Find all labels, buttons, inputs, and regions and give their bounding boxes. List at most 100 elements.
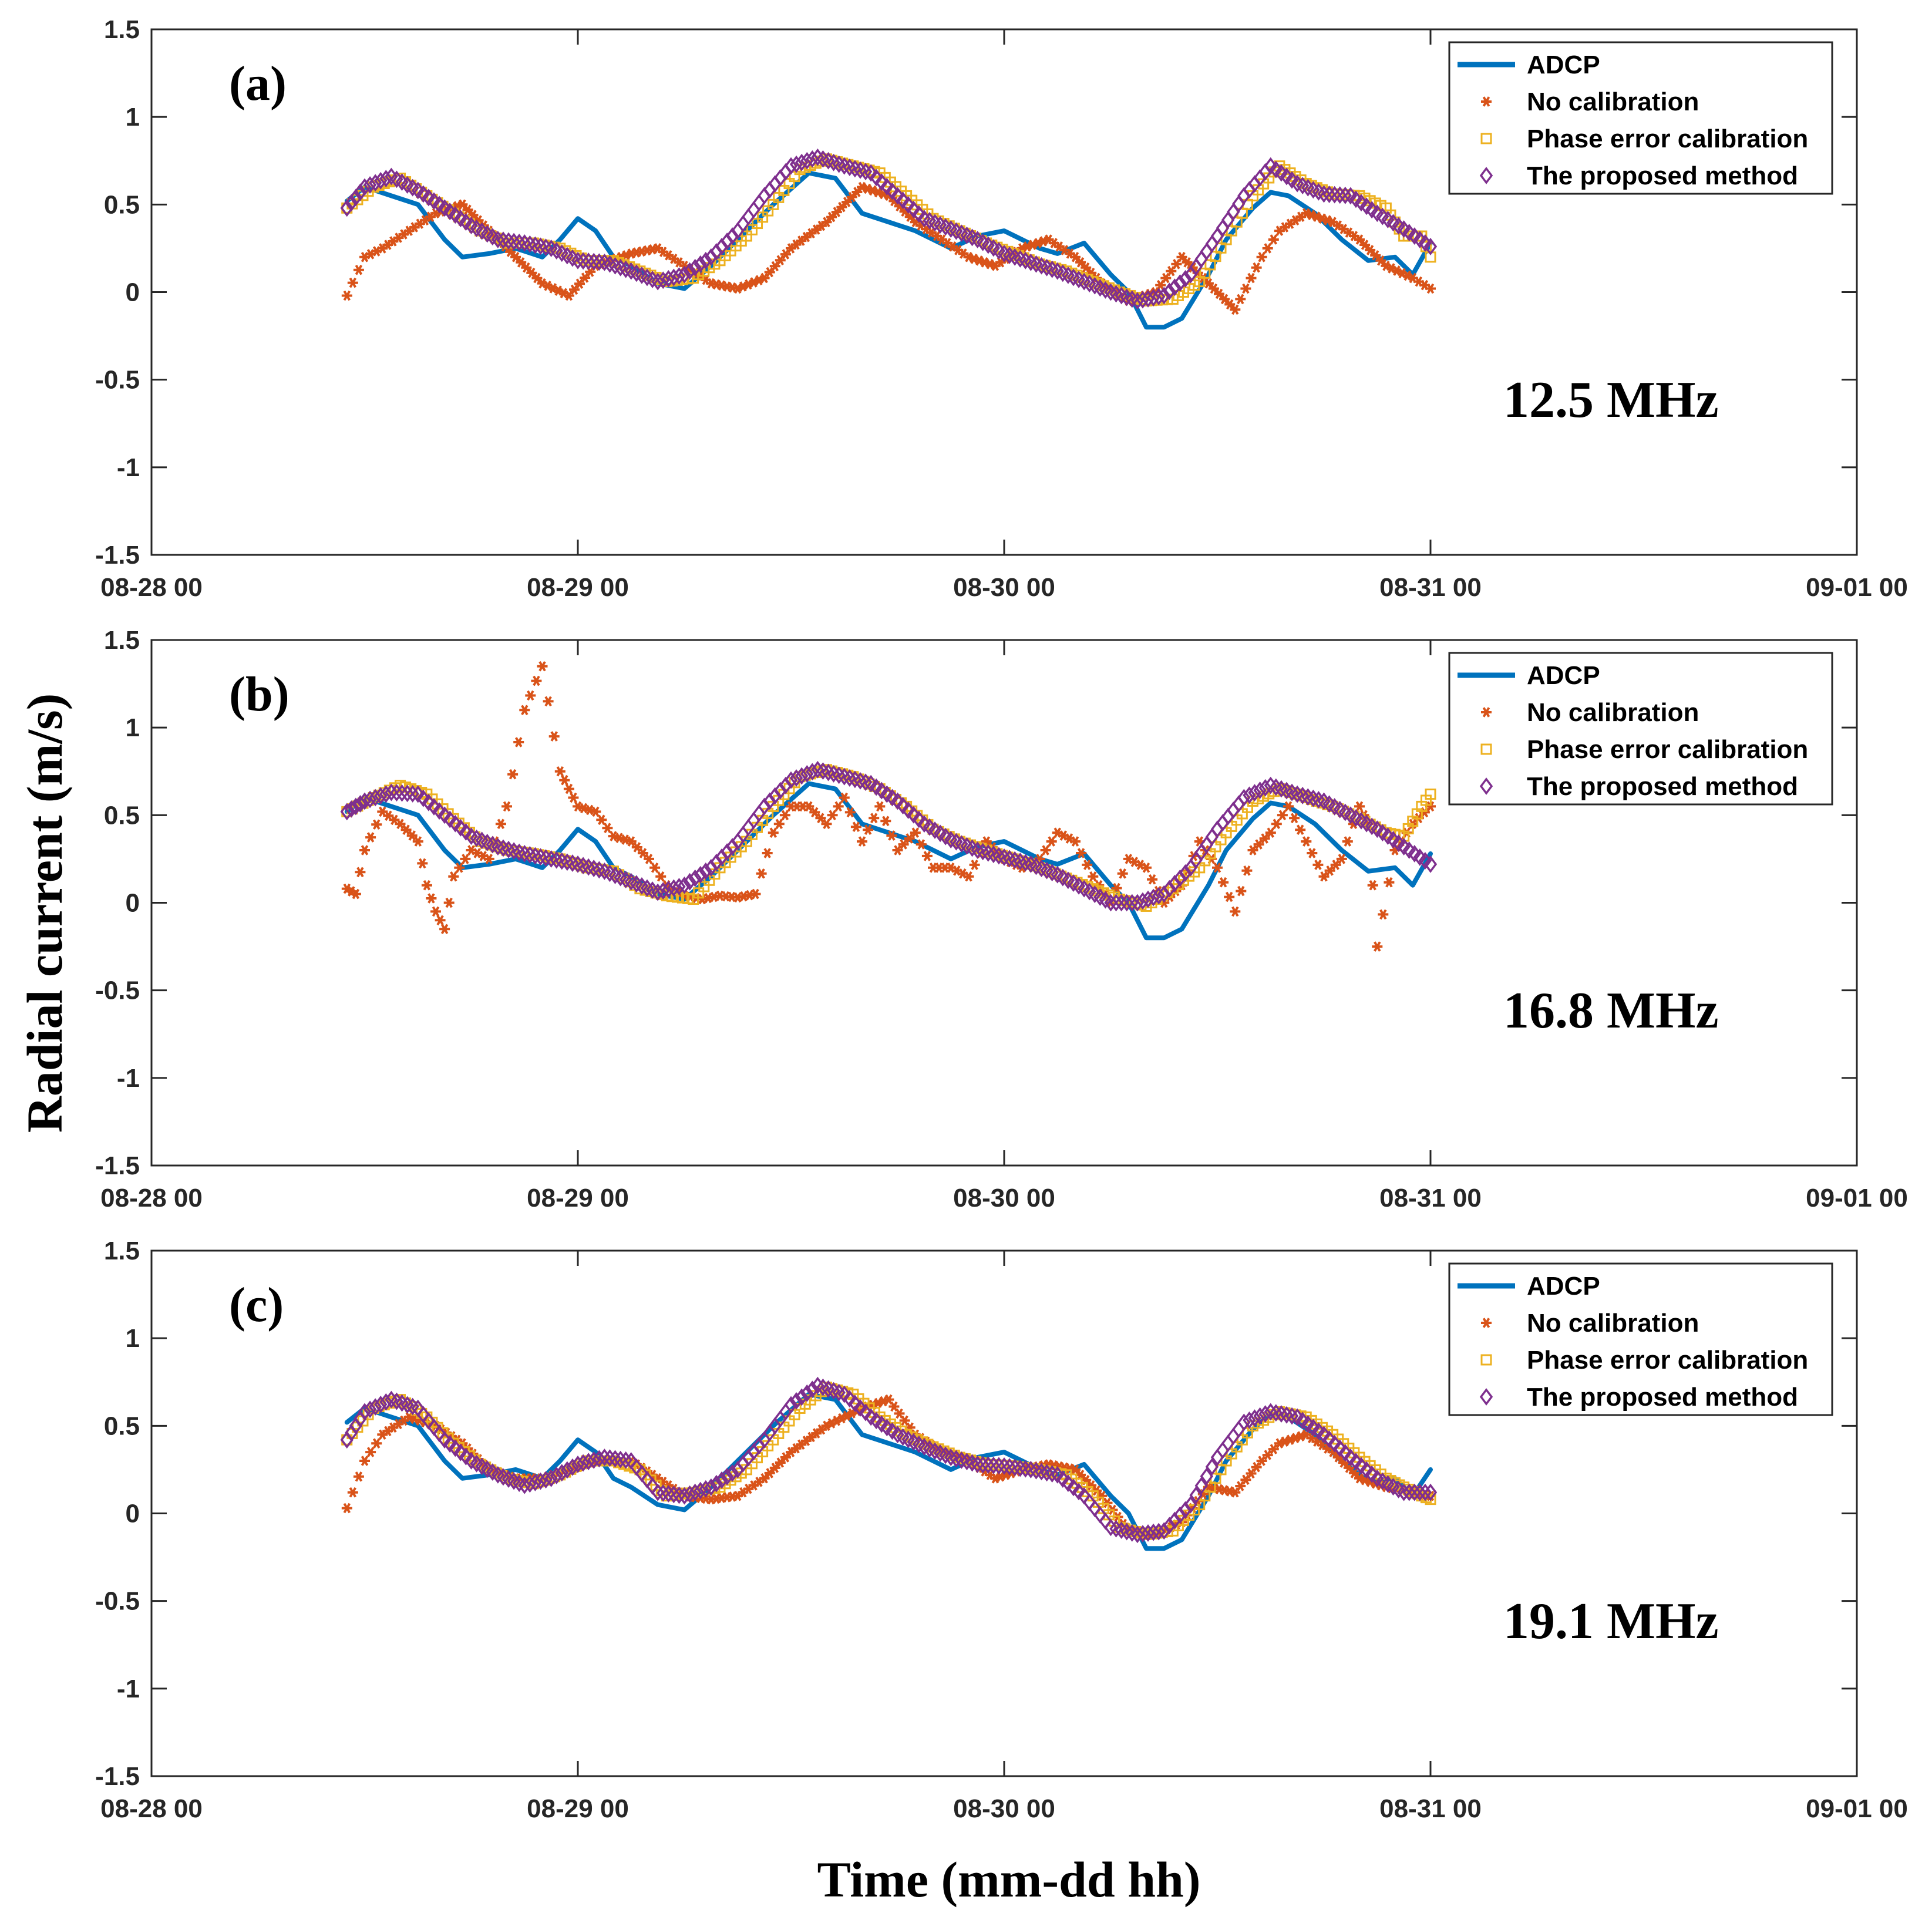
proposed-method-point (1253, 1407, 1267, 1425)
proposed-method-point (1157, 287, 1171, 305)
legend-swatch-no-calibration (1481, 707, 1492, 718)
x-tick-label: 08-29 00 (527, 1794, 629, 1823)
no-calibration-point (435, 915, 446, 926)
proposed-method-point (354, 795, 367, 813)
no-calibration-point (359, 845, 370, 855)
proposed-method-point (1173, 869, 1187, 887)
proposed-method-point (1146, 289, 1160, 306)
y-tick-label: -1 (117, 1675, 140, 1703)
proposed-method-point (368, 789, 382, 807)
no-calibration-point (614, 833, 625, 843)
proposed-method-point (555, 1464, 568, 1482)
proposed-method-point (363, 1400, 377, 1419)
proposed-method-point (1322, 1430, 1336, 1448)
proposed-method-point (907, 806, 920, 824)
proposed-method-point (1141, 289, 1155, 308)
proposed-method-point (1130, 1525, 1145, 1544)
proposed-method-point (523, 1475, 537, 1493)
no-calibration-point (341, 1503, 352, 1514)
proposed-method-point (576, 1454, 590, 1472)
proposed-method-point (518, 1476, 531, 1494)
no-calibration-point (759, 1473, 770, 1484)
proposed-method-point (374, 787, 388, 805)
no-calibration-point (516, 257, 527, 268)
x-tick-label: 09-01 00 (1806, 573, 1908, 602)
legend-entry-label: ADCP (1527, 1272, 1600, 1301)
proposed-method-point (395, 784, 409, 802)
no-calibration-point (1251, 262, 1262, 273)
x-tick-label: 08-30 00 (953, 1794, 1055, 1823)
proposed-method-point (1243, 786, 1256, 804)
proposed-method-point (449, 814, 462, 833)
no-calibration-point (655, 871, 667, 882)
no-calibration-point (608, 831, 619, 841)
proposed-method-point (667, 268, 681, 287)
y-tick-label: 0.5 (104, 1412, 140, 1440)
proposed-method-point (896, 797, 910, 815)
proposed-method-point (432, 802, 446, 820)
legend-swatch-proposed-method (1479, 167, 1493, 184)
no-calibration-point (495, 818, 506, 830)
proposed-method-point (1253, 782, 1267, 799)
no-calibration-point (1212, 863, 1223, 873)
no-calibration-point (457, 199, 468, 210)
proposed-method-point (907, 200, 920, 218)
proposed-method-point (1179, 270, 1192, 288)
proposed-method-point (843, 1390, 857, 1408)
no-calibration-point (1117, 868, 1128, 879)
proposed-method-point (709, 853, 723, 871)
no-calibration-point (1081, 262, 1092, 273)
proposed-method-point (859, 1403, 873, 1422)
proposed-method-point (1168, 278, 1182, 297)
legend-entry-label: The proposed method (1527, 161, 1798, 190)
x-tick-label: 08-29 00 (527, 1184, 629, 1212)
proposed-method-point (1194, 1477, 1208, 1495)
chart-panel-2: 1.5 1 0.5 0 -0.5 -1 -1.5 08-28 00 08-29 00 08-30 … (95, 626, 1908, 1212)
proposed-method-point (368, 1398, 382, 1416)
proposed-method-point (587, 1451, 601, 1469)
proposed-method-point (981, 1456, 995, 1474)
panel-label: (c) (229, 1278, 284, 1332)
proposed-method-point (672, 878, 686, 895)
no-calibration-point (1247, 845, 1258, 855)
frequency-label: 19.1 MHz (1503, 1593, 1719, 1650)
frequency-label: 16.8 MHz (1503, 982, 1719, 1039)
proposed-method-point (1168, 1511, 1182, 1530)
legend-entry-label: The proposed method (1527, 772, 1798, 801)
no-calibration-point (443, 897, 455, 908)
proposed-method-point (459, 1447, 473, 1466)
no-calibration-point (406, 830, 418, 841)
no-calibration-point (780, 1452, 791, 1463)
no-calibration-point (1218, 877, 1229, 888)
series-adcp (344, 170, 1433, 330)
no-calibration-point (756, 868, 767, 879)
no-calibration-point (574, 278, 585, 289)
proposed-method-point (1408, 1483, 1421, 1501)
proposed-method-point (1423, 238, 1438, 255)
proposed-method-point (720, 233, 734, 250)
legend: ADCP No calibration Phase error calibratio… (1448, 1262, 1833, 1416)
proposed-method-point (789, 769, 803, 787)
proposed-method-point (340, 803, 354, 821)
proposed-method-point (715, 238, 729, 255)
proposed-method-point (1418, 1483, 1432, 1501)
no-calibration-point (1425, 283, 1436, 294)
y-axis-label: Radial current (m/s) (16, 693, 73, 1133)
no-calibration-point (350, 888, 361, 900)
no-calibration-point (898, 839, 909, 850)
proposed-method-point (901, 801, 915, 819)
proposed-method-point (789, 1392, 803, 1410)
proposed-method-point (1130, 292, 1145, 310)
y-tick-label: -1 (117, 1064, 140, 1093)
no-calibration-point (1070, 252, 1081, 262)
no-calibration-point (543, 696, 554, 707)
proposed-method-point (1344, 1449, 1358, 1466)
no-calibration-point (1253, 839, 1264, 850)
proposed-method-point (1359, 1461, 1374, 1479)
proposed-method-point (657, 882, 670, 900)
proposed-method-point (880, 177, 894, 196)
no-calibration-point (1359, 240, 1371, 250)
proposed-method-point (763, 792, 776, 810)
legend-swatch-phase-error-calibration (1480, 133, 1492, 144)
no-calibration-point (563, 290, 574, 301)
